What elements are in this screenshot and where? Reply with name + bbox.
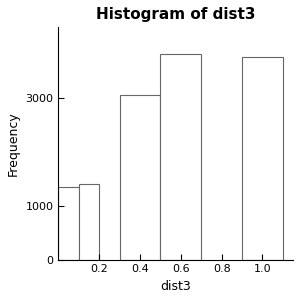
Bar: [242, 57, 283, 260]
Bar: [160, 54, 201, 260]
Y-axis label: Frequency: Frequency: [7, 111, 20, 176]
Bar: [79, 184, 99, 260]
Title: Histogram of dist3: Histogram of dist3: [96, 7, 256, 22]
X-axis label: dist3: dist3: [160, 280, 191, 293]
Bar: [58, 187, 79, 260]
Bar: [120, 95, 160, 260]
